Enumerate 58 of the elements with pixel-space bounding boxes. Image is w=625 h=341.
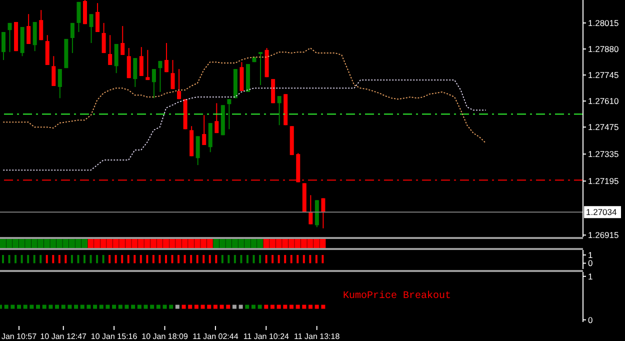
candlestick: [89, 14, 94, 44]
candlestick: [170, 59, 175, 90]
candlestick: [321, 198, 326, 229]
candlestick: [240, 62, 244, 92]
y-tick-label: 1.27335: [588, 149, 619, 160]
candlestick: [26, 14, 31, 44]
candlestick: [126, 48, 131, 79]
candlestick: [133, 58, 138, 88]
candlestick: [164, 42, 168, 73]
candlestick: [277, 96, 282, 126]
candlestick: [32, 21, 37, 52]
candlestick: [146, 49, 150, 81]
candlestick: [96, 2, 100, 33]
line-series: [2, 80, 486, 171]
candlestick: [58, 68, 62, 99]
candlestick: [82, 0, 87, 25]
y-tick-label: 1: [588, 271, 593, 282]
candlestick: [70, 22, 74, 54]
candlestick: [76, 1, 81, 33]
candlestick: [114, 43, 118, 74]
candlestick: [258, 52, 263, 86]
candlestick: [202, 114, 206, 146]
candlestick: [214, 102, 219, 134]
x-tick-label: 10 Jan 15:16: [90, 332, 138, 341]
y-tick-label: 1.27610: [588, 96, 619, 106]
y-tick-label: 1.27880: [588, 44, 619, 54]
candlestick: [8, 22, 12, 53]
candlestick: [177, 68, 182, 100]
ref-line-label: 1.27034: [586, 207, 617, 218]
y-tick-label: 1.26915: [588, 230, 619, 240]
candlestick: [308, 194, 313, 225]
candlestick: [158, 60, 162, 92]
candlestick: [152, 68, 156, 99]
line-series: [2, 48, 486, 144]
x-tick-label: Jan 10:57: [1, 332, 38, 341]
y-tick-label: 0: [588, 314, 593, 325]
candlestick: [45, 34, 50, 66]
candlestick: [52, 56, 56, 87]
candlestick: [108, 34, 112, 66]
x-tick-label: 10 Jan 12:47: [40, 332, 88, 341]
y-tick-label: 1: [588, 250, 593, 260]
y-tick-label: 0: [588, 258, 593, 268]
candlestick: [196, 136, 200, 166]
candlestick: [120, 26, 125, 56]
x-tick-label: 11 Jan 13:18: [294, 332, 340, 341]
y-tick-label: 1.28015: [588, 18, 619, 28]
x-tick-label: 11 Jan 02:44: [192, 332, 239, 341]
candlestick: [2, 32, 6, 60]
candlestick: [39, 10, 44, 41]
candlestick: [227, 98, 232, 130]
y-tick-label: 1.27745: [588, 70, 619, 80]
x-tick-label: 10 Jan 18:09: [142, 332, 188, 341]
candlestick: [102, 22, 106, 54]
annotation: KumoPrice Breakout: [343, 291, 452, 302]
y-tick-label: 1.27195: [588, 176, 619, 186]
y-tick-label: 1.27475: [588, 122, 619, 132]
candlestick: [139, 46, 144, 76]
x-tick-label: 11 Jan 10:24: [243, 332, 290, 341]
